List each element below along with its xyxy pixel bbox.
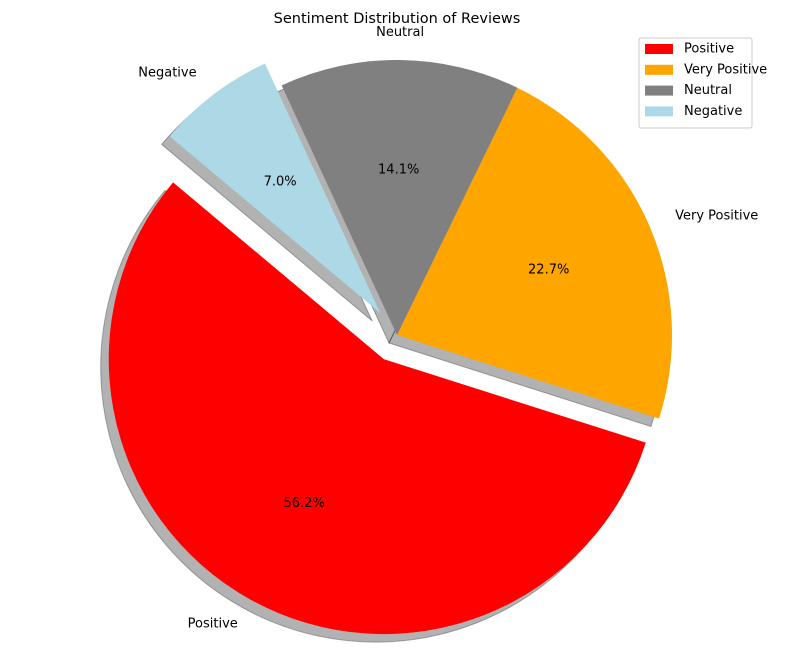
outer-label-layer: Positive Very Positive Neutral Negative	[138, 25, 758, 632]
slice-label-negative: Negative	[138, 65, 196, 80]
legend-swatch-neutral	[645, 85, 673, 96]
percent-label-very-positive: 22.7%	[528, 263, 569, 278]
legend-label-neutral: Neutral	[684, 83, 732, 98]
legend-swatch-positive	[645, 44, 673, 54]
legend-swatch-very-positive	[645, 64, 673, 75]
pie-slice-negative	[169, 63, 381, 314]
percent-label-negative: 7.0%	[264, 175, 297, 190]
legend-label-positive: Positive	[684, 42, 734, 57]
pct-label-layer: 56.2% 22.7% 14.1% 7.0%	[264, 163, 570, 512]
legend-label-negative: Negative	[684, 104, 742, 119]
legend-label-very-positive: Very Positive	[684, 62, 767, 77]
pie-slice-neutral	[281, 60, 518, 335]
legend: Positive Very Positive Neutral Negative	[638, 37, 767, 129]
pie-slice-very-positive	[397, 87, 672, 419]
chart-title: Sentiment Distribution of Reviews	[274, 11, 521, 27]
slice-layer	[108, 60, 672, 635]
legend-frame	[638, 37, 753, 129]
percent-label-neutral: 14.1%	[378, 163, 419, 178]
slice-label-neutral: Neutral	[376, 25, 424, 40]
legend-swatch-negative	[645, 106, 673, 117]
slice-label-very-positive: Very Positive	[675, 208, 758, 223]
percent-label-positive: 56.2%	[283, 496, 324, 511]
pie-slice-positive	[108, 182, 646, 635]
slice-label-positive: Positive	[188, 617, 238, 632]
